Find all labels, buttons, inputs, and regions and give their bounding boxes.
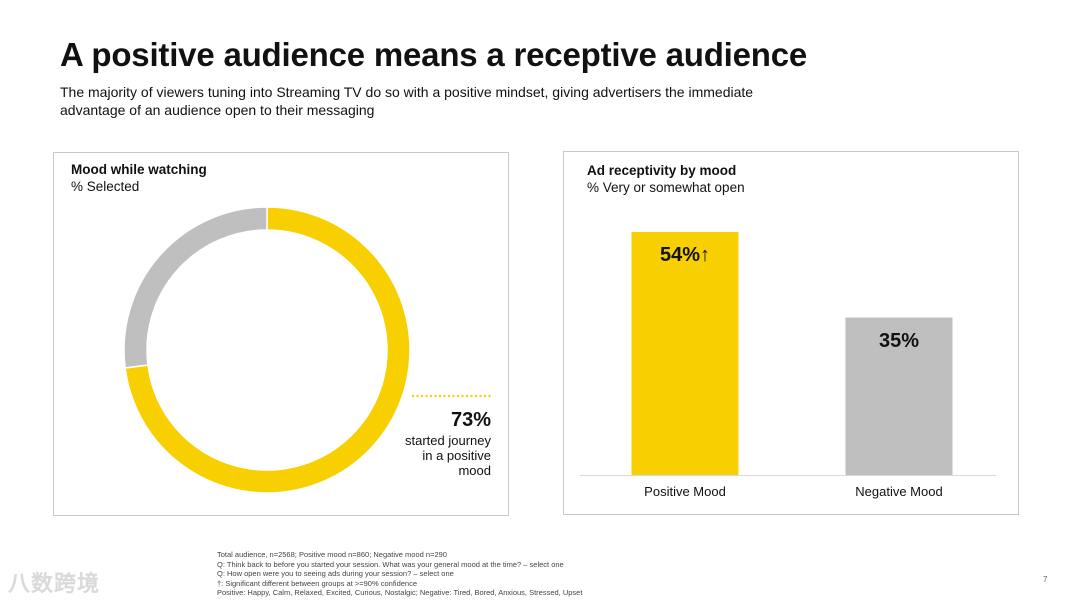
bar-category-label: Negative Mood xyxy=(855,484,943,499)
bar-data-label: 54%↑ xyxy=(659,244,711,266)
footnotes: Total audience, n=2568; Positive mood n=… xyxy=(217,550,817,598)
bar-data-label: 35% xyxy=(878,329,920,352)
mood-chart-panel: Mood while watching % Selected 73% start… xyxy=(53,152,509,516)
mood-chart-title: Mood while watching xyxy=(71,162,207,177)
donut-callout-line: started journey xyxy=(405,433,491,448)
receptivity-bar-chart xyxy=(580,232,996,476)
donut-slice-positive xyxy=(124,206,411,494)
page-number: 7 xyxy=(1043,575,1048,584)
bar-positive-mood xyxy=(631,232,739,475)
donut-callout-caption: started journey in a positive mood xyxy=(405,433,491,478)
footnote-line: Positive: Happy, Calm, Relaxed, Excited,… xyxy=(217,588,583,597)
footnote-line: Q: How open were you to seeing ads durin… xyxy=(217,569,454,578)
donut-callout-value: 73% xyxy=(450,409,491,431)
receptivity-chart-panel: Ad receptivity by mood % Very or somewha… xyxy=(563,151,1019,515)
receptivity-chart-subtitle: % Very or somewhat open xyxy=(587,180,745,195)
receptivity-chart-title: Ad receptivity by mood xyxy=(587,163,737,178)
page-title: A positive audience means a receptive au… xyxy=(60,36,808,73)
mood-chart-subtitle: % Selected xyxy=(71,179,140,194)
watermark-logo: 八数跨境 xyxy=(8,571,101,596)
donut-callout-line: mood xyxy=(458,463,491,478)
footnote-line: Total audience, n=2568; Positive mood n=… xyxy=(217,550,447,559)
donut-callout-line: in a positive xyxy=(422,448,491,463)
footnote-line: Q: Think back to before you started your… xyxy=(217,559,564,569)
mood-donut-chart xyxy=(123,206,491,494)
page-subtitle: The majority of viewers tuning into Stre… xyxy=(60,84,754,118)
donut-slice-other xyxy=(123,206,268,369)
footnote-line: †: Significant different between groups … xyxy=(217,578,417,588)
bar-negative-mood xyxy=(845,317,953,475)
bar-category-label: Positive Mood xyxy=(644,484,726,499)
